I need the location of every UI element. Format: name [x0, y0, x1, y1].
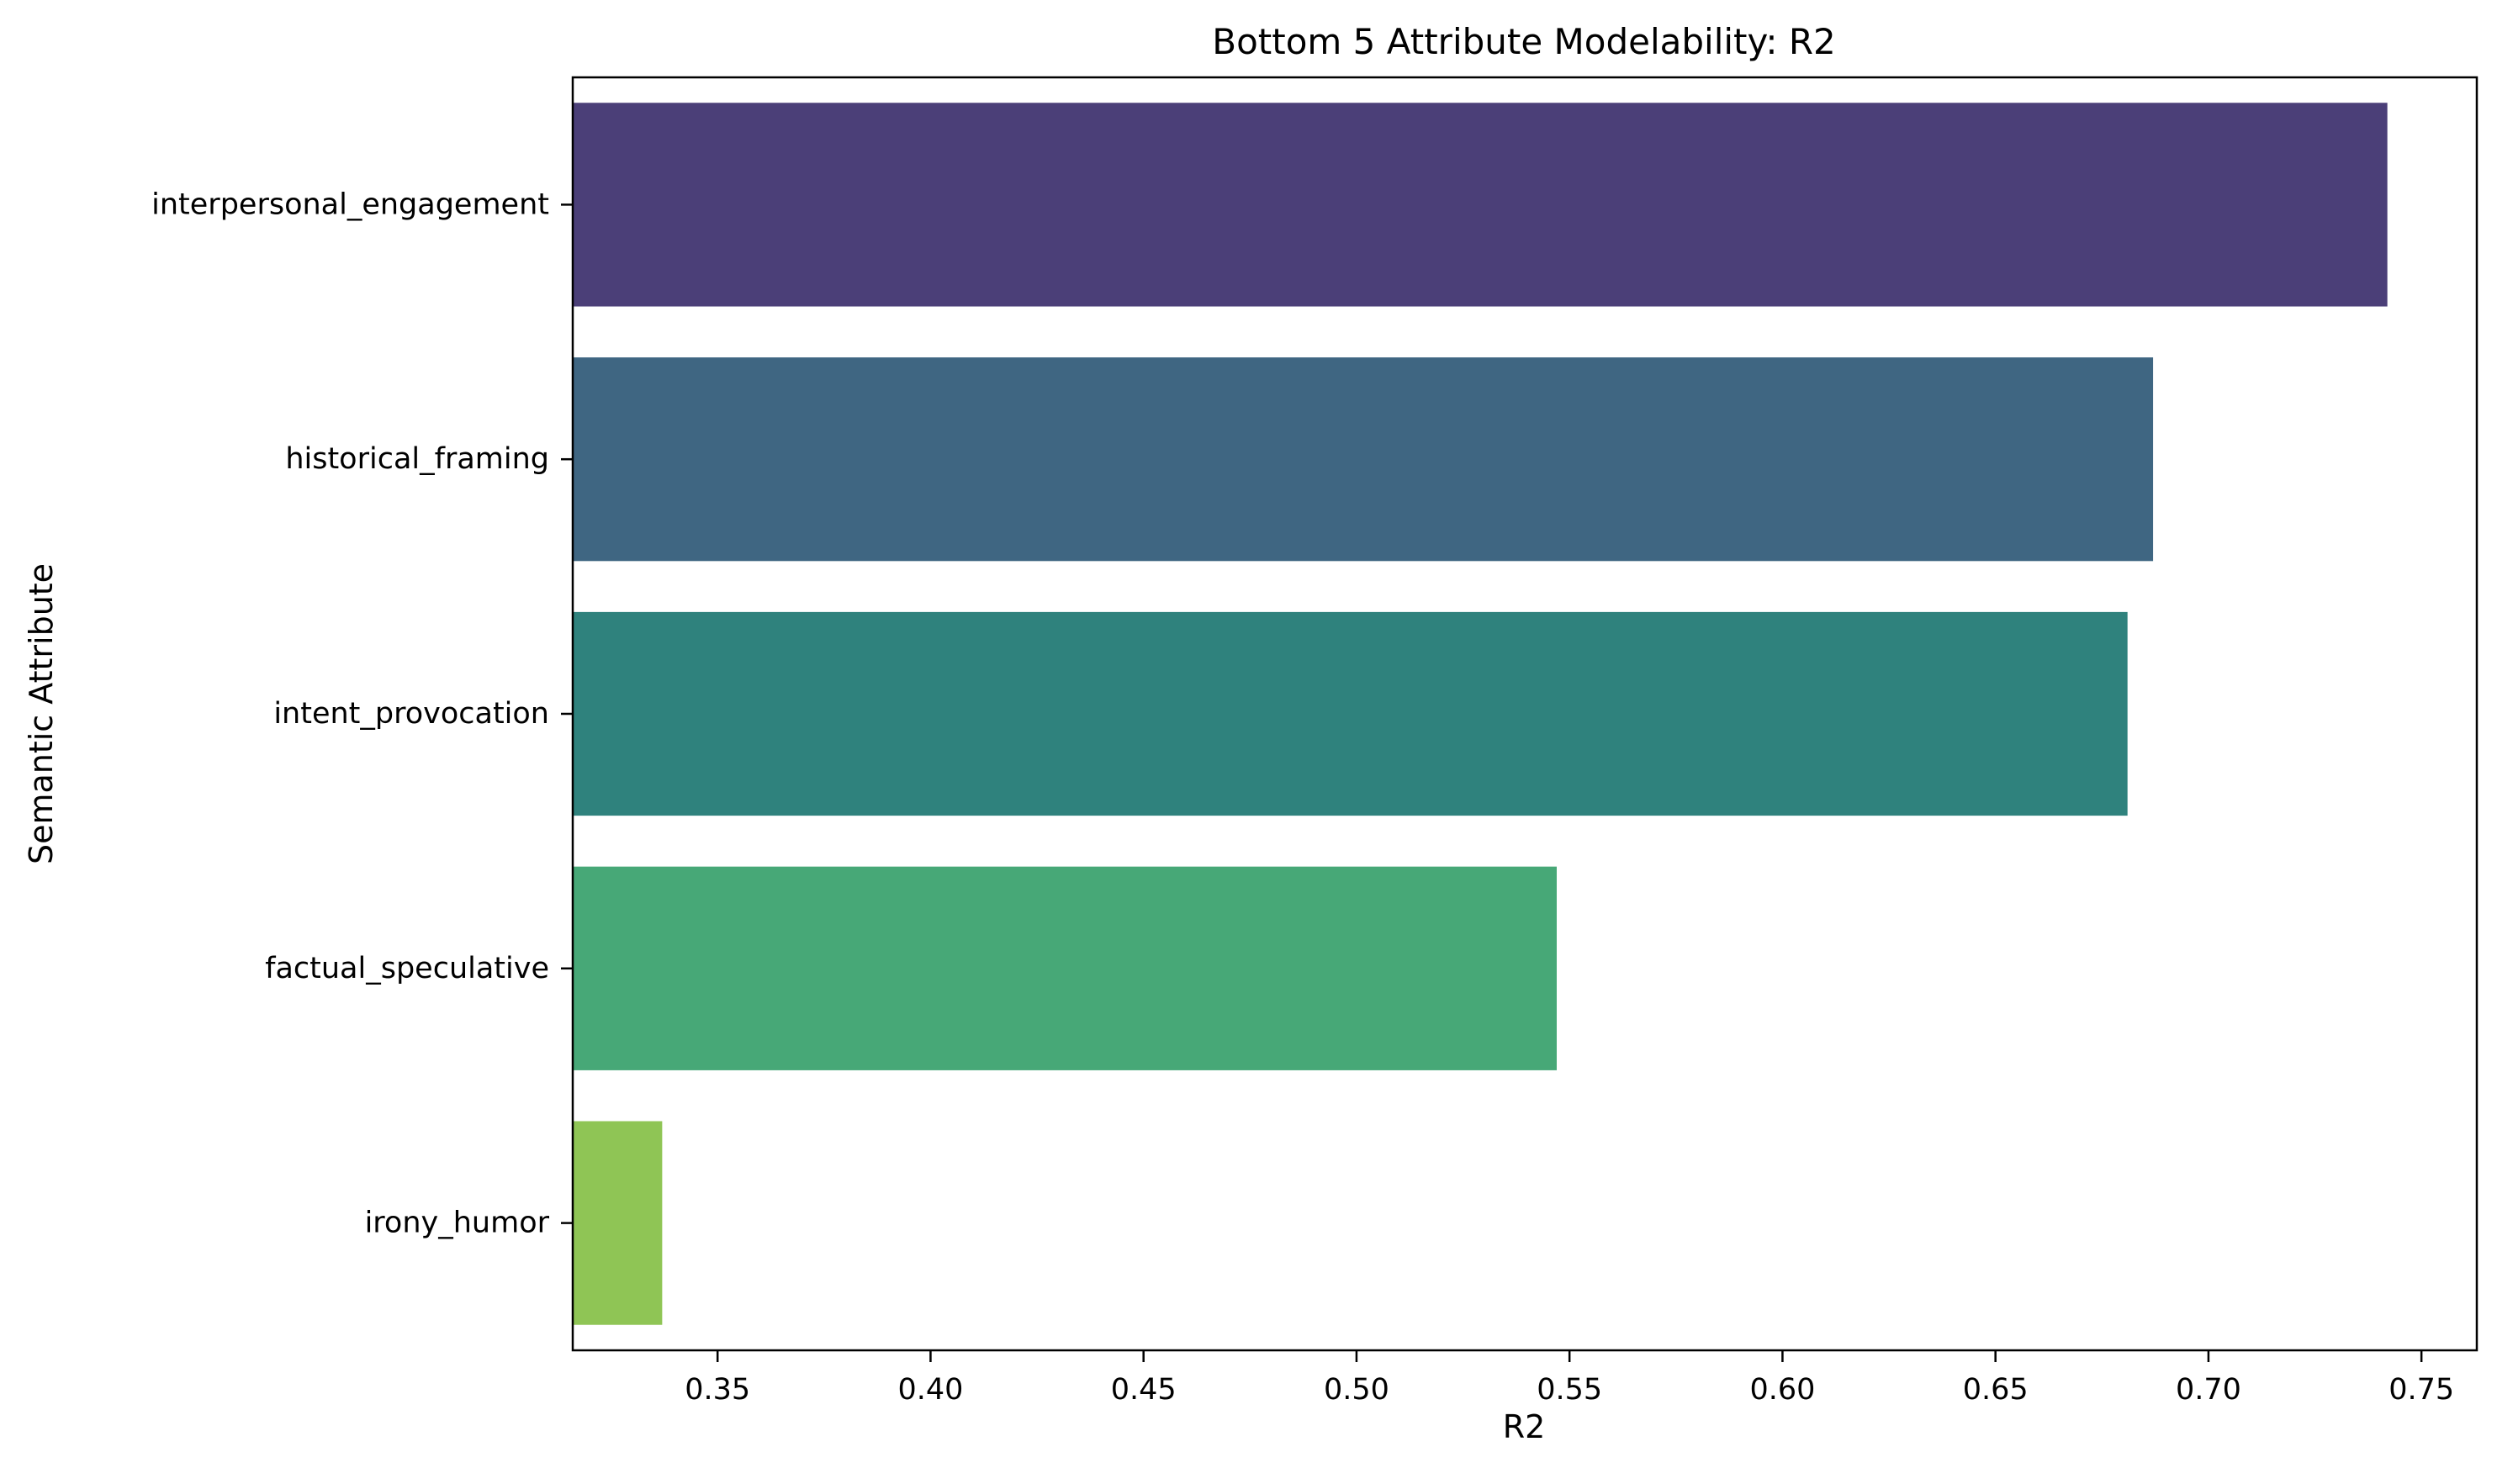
bars-group	[573, 103, 2388, 1325]
x-axis: 0.35 0.40 0.45 0.50 0.55 0.60 0.65 0.70 0.75	[685, 1350, 2454, 1407]
bar-interpersonal-engagement	[573, 103, 2388, 307]
x-tick-label: 0.65	[1963, 1373, 2029, 1407]
x-tick-label: 0.45	[1111, 1373, 1177, 1407]
y-tick-label: intent_provocation	[273, 697, 549, 731]
y-axis-label: Semantic Attribute	[23, 563, 60, 864]
x-tick-label: 0.35	[685, 1373, 750, 1407]
x-tick-label: 0.55	[1537, 1373, 1602, 1407]
x-tick-label: 0.60	[1749, 1373, 1815, 1407]
x-tick-label: 0.50	[1324, 1373, 1389, 1407]
bar-irony-humor	[573, 1121, 663, 1325]
bar-factual-speculative	[573, 866, 1557, 1070]
bar-historical-framing	[573, 357, 2154, 562]
y-tick-label: factual_speculative	[265, 952, 549, 985]
y-tick-label: interpersonal_engagement	[151, 187, 549, 221]
x-tick-label: 0.75	[2389, 1373, 2454, 1407]
chart-title: Bottom 5 Attribute Modelability: R2	[1212, 21, 1835, 62]
bar-intent-provocation	[573, 611, 2128, 816]
y-tick-label: historical_framing	[285, 442, 549, 476]
x-axis-label: R2	[1503, 1408, 1546, 1445]
y-tick-label: irony_humor	[365, 1207, 550, 1240]
x-tick-label: 0.40	[897, 1373, 963, 1407]
x-tick-label: 0.70	[2176, 1373, 2241, 1407]
y-axis: interpersonal_engagement historical_frami…	[151, 187, 573, 1240]
